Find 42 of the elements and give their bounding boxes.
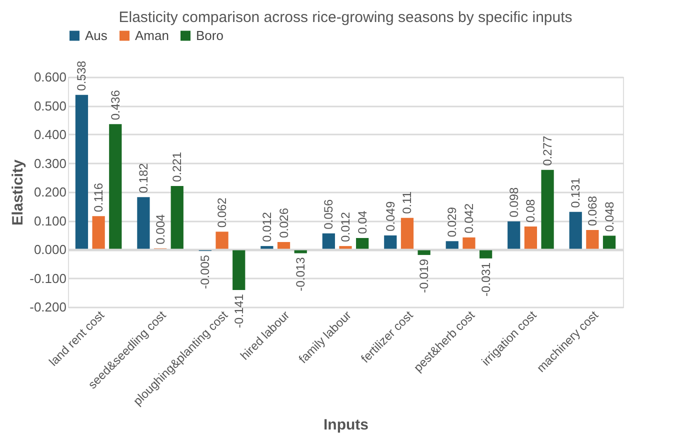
data-label: 0.056 (322, 199, 336, 230)
legend-label: Aman (135, 28, 169, 43)
chart-title: Elasticity comparison across rice-growing seasons by specific inputs (118, 9, 572, 26)
y-tick-label: 0.400 (34, 127, 66, 142)
y-tick-label: -0.100 (30, 270, 66, 286)
data-label: -0.013 (294, 256, 308, 292)
data-label: 0.11 (400, 191, 414, 214)
y-axis-title: Elasticity (10, 158, 27, 226)
data-label: 0.277 (540, 136, 555, 166)
data-label: 0.221 (170, 152, 184, 182)
data-label: -0.005 (198, 254, 212, 289)
y-tick-label: 0.300 (34, 156, 66, 171)
y-tick-label: 0.200 (34, 184, 66, 200)
data-label: 0.098 (506, 186, 521, 218)
data-label: 0.026 (276, 208, 291, 238)
data-label: 0.08 (524, 198, 538, 222)
y-tick-label: 0.000 (34, 242, 66, 257)
data-label: -0.031 (478, 262, 493, 296)
data-label: 0.042 (462, 203, 476, 234)
y-tick-label: 0.600 (34, 70, 66, 84)
data-label: 0.029 (445, 206, 460, 238)
data-label: 0.068 (585, 196, 600, 226)
y-tick-label: 0.500 (34, 98, 66, 114)
data-label: 0.048 (602, 201, 616, 232)
data-label: -0.019 (417, 258, 432, 293)
legend-label: Aus (85, 28, 108, 43)
data-label: 0.182 (136, 162, 150, 194)
data-label: 0.04 (355, 210, 370, 234)
data-label: 0.012 (260, 212, 274, 242)
data-label: 0.436 (108, 90, 122, 120)
data-label: -0.141 (232, 294, 246, 328)
data-label: 0.004 (153, 214, 168, 244)
y-tick-label: -0.200 (30, 300, 66, 314)
data-label: 0.049 (383, 201, 398, 232)
legend-label: Boro (196, 28, 224, 43)
data-label: 0.538 (74, 60, 89, 91)
data-label: 0.131 (568, 177, 583, 208)
x-axis-title: Inputs (324, 416, 368, 434)
data-label: 0.116 (92, 182, 106, 212)
data-label: 0.012 (338, 212, 352, 242)
data-label: 0.062 (215, 197, 230, 228)
y-tick-label: 0.100 (34, 213, 66, 228)
